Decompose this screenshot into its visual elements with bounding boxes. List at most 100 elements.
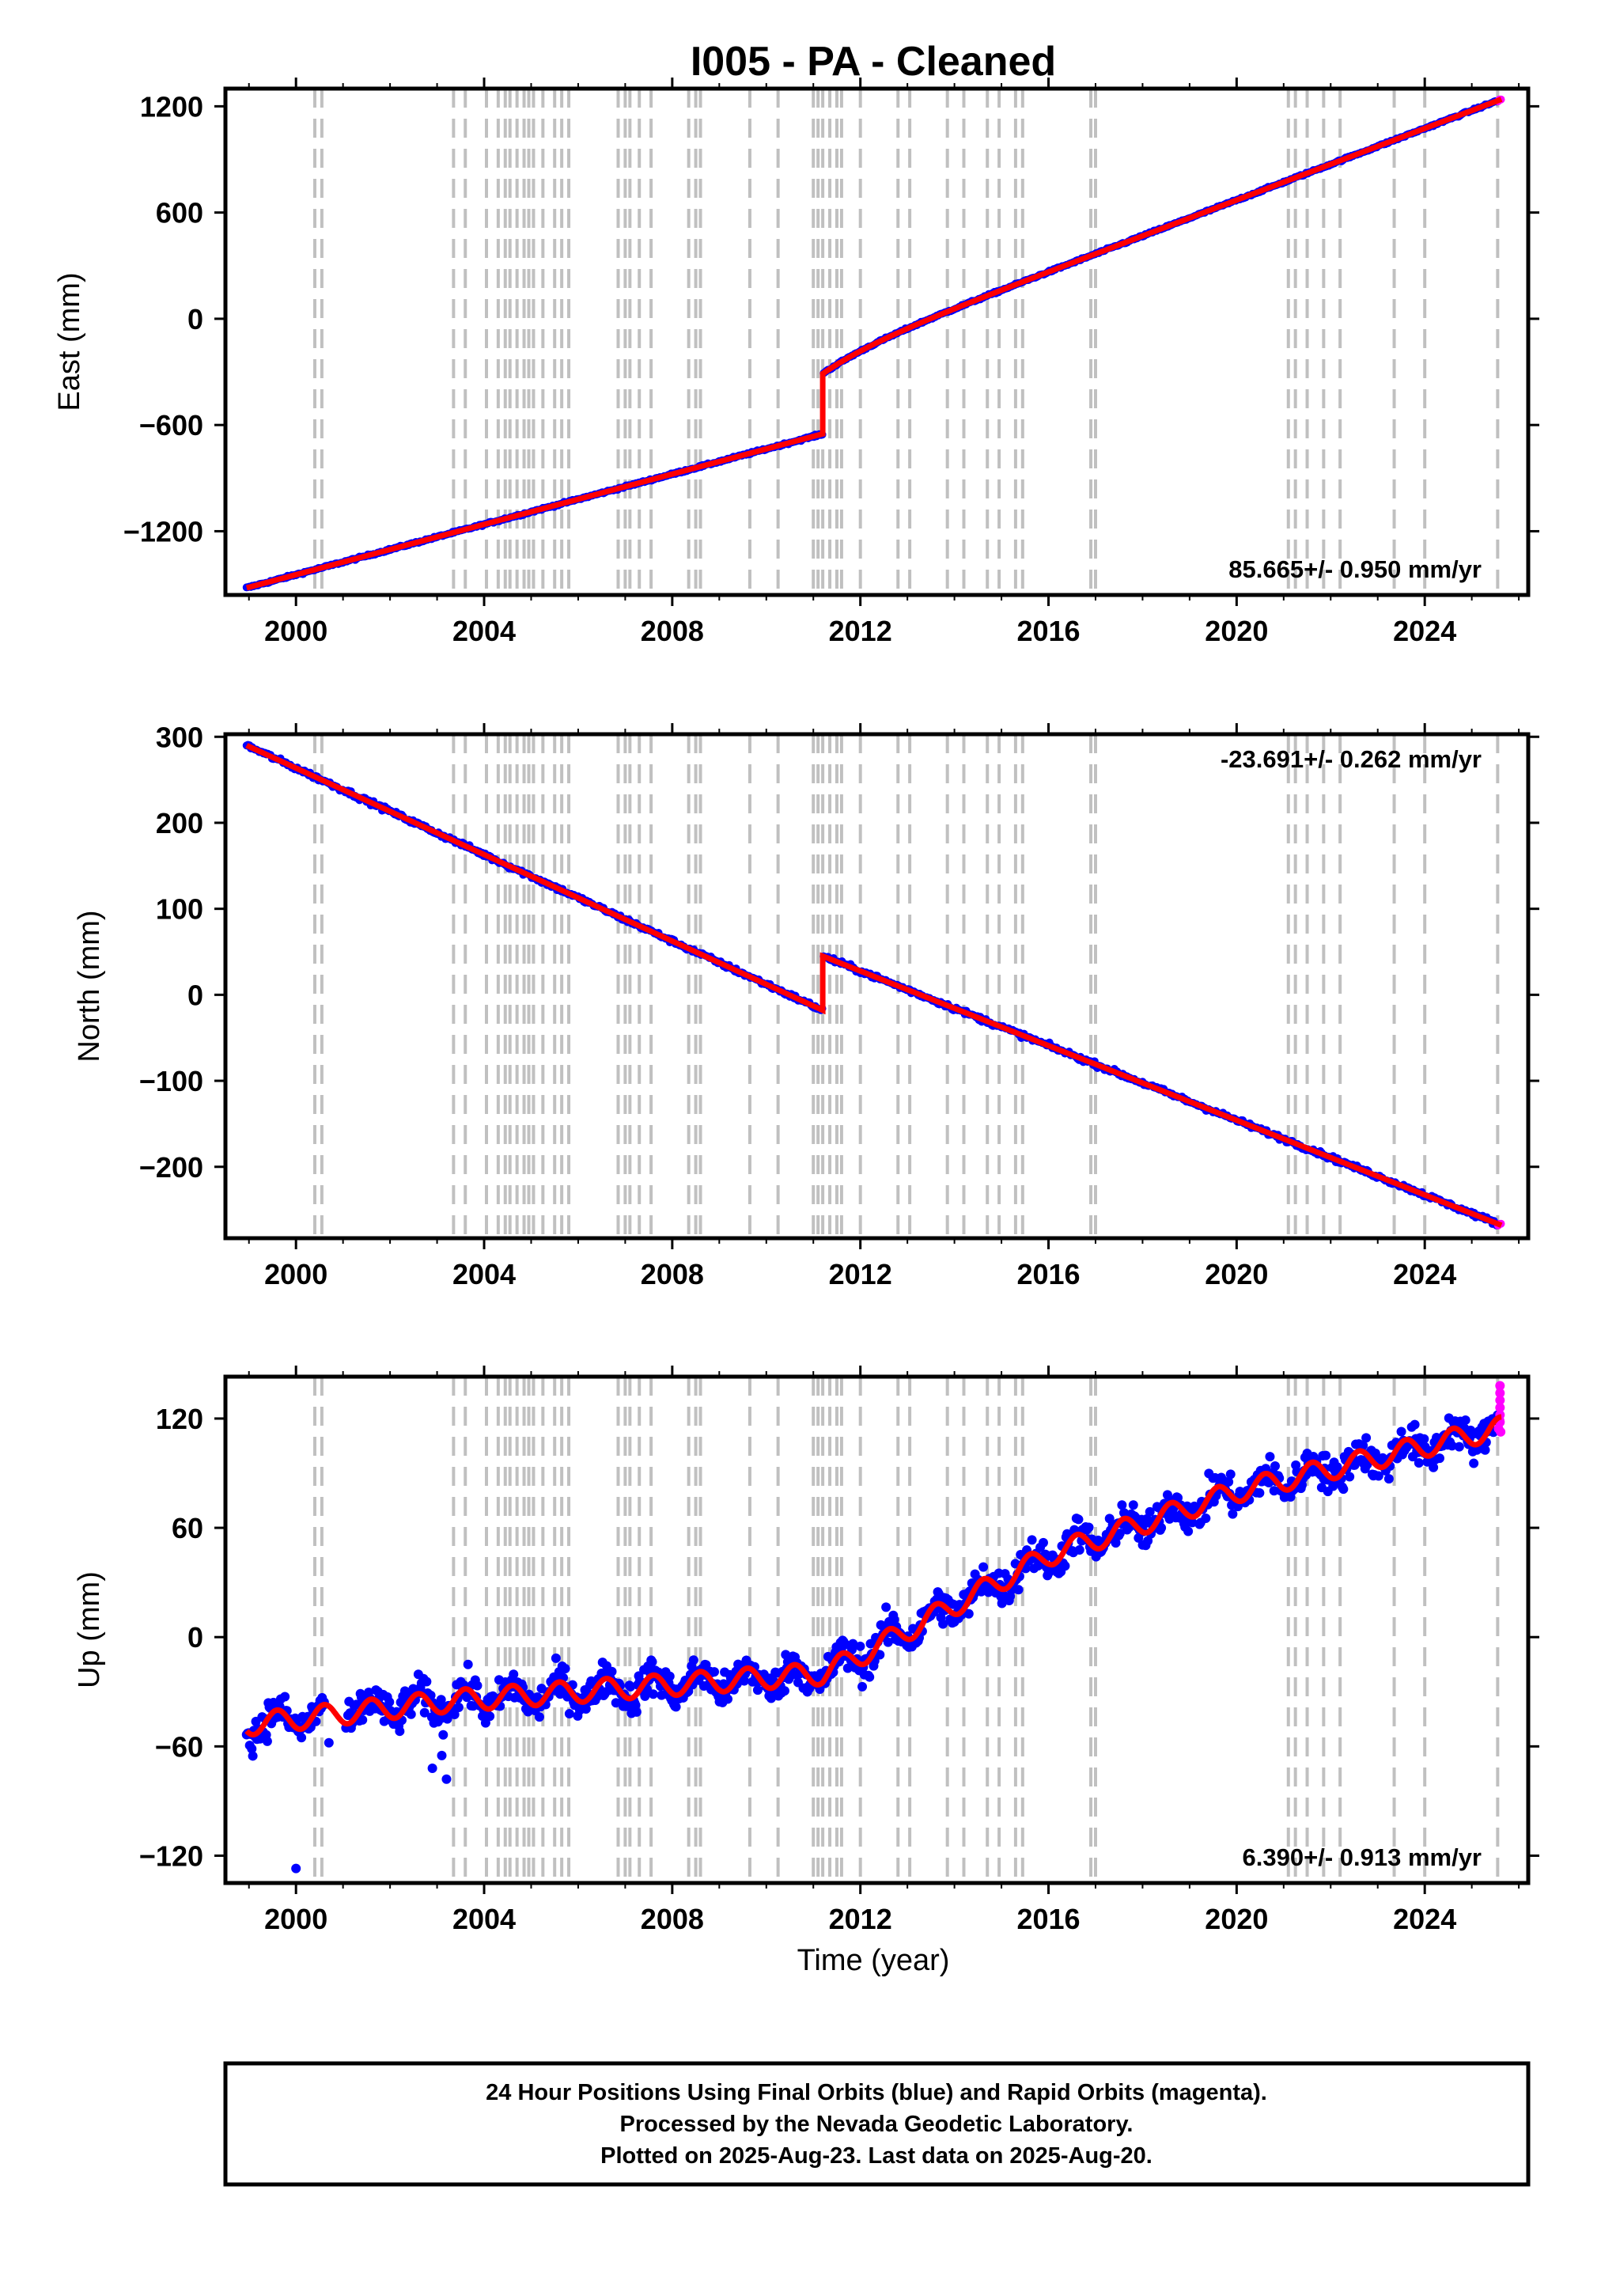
final-orbit-point: [358, 1714, 368, 1725]
rapid-orbit-point: [1495, 1388, 1505, 1398]
final-orbit-point: [1134, 1533, 1144, 1543]
final-orbit-point: [883, 1637, 893, 1647]
final-orbit-point: [1414, 1458, 1424, 1468]
final-orbit-point: [671, 1702, 681, 1712]
x-tick-label: 2004: [452, 1903, 516, 1935]
final-orbit-point: [1187, 1517, 1198, 1528]
y-tick-label: 60: [172, 1512, 203, 1544]
model-fit-line: [245, 743, 1503, 1228]
y-tick-label: 600: [156, 197, 203, 229]
panel-frame: [223, 1374, 1531, 1885]
y-tick-label: 300: [156, 721, 203, 753]
final-orbit-point: [1383, 1474, 1394, 1484]
east-panel: 2000 2004 2008 2012 2016 2020 2024 1200 600 0 −600…: [53, 78, 1539, 647]
x-tick-label: 2000: [264, 1903, 327, 1935]
velocity-label: -23.691+/- 0.262 mm/yr: [1221, 745, 1482, 773]
final-orbit-point: [436, 1695, 446, 1705]
x-tick-label: 2012: [829, 615, 892, 647]
final-orbit-point: [1480, 1445, 1490, 1455]
y-tick-label: −1200: [123, 515, 203, 547]
final-orbit-point: [1321, 1450, 1331, 1461]
final-orbit-point: [1429, 1462, 1439, 1472]
final-orbit-point: [419, 1707, 430, 1718]
x-tick-label: 2016: [1016, 1903, 1080, 1935]
y-tick-label: 200: [156, 807, 203, 839]
equipment-change-lines: [312, 734, 1500, 1238]
x-tick-label: 2016: [1016, 615, 1080, 647]
final-orbit-point: [648, 1689, 658, 1699]
final-orbit-point: [1117, 1500, 1127, 1510]
x-tick-label: 2024: [1393, 615, 1456, 647]
final-orbit-point: [723, 1694, 733, 1704]
final-orbit-point: [781, 1650, 791, 1660]
x-tick-label: 2024: [1393, 1258, 1456, 1290]
final-orbit-point: [664, 1671, 675, 1681]
equipment-change-lines: [312, 1377, 1500, 1883]
final-orbit-point: [442, 1714, 452, 1724]
final-orbit-point: [1060, 1561, 1070, 1571]
final-orbit-point: [1338, 1484, 1349, 1495]
final-orbit-point: [1396, 1426, 1406, 1437]
final-orbit-point: [1345, 1472, 1355, 1482]
final-orbit-point: [1183, 1526, 1194, 1536]
x-tick-label: 2000: [264, 615, 327, 647]
final-orbit-point: [1469, 1458, 1479, 1468]
final-orbit-point: [1410, 1419, 1420, 1430]
final-orbit-point: [978, 1562, 989, 1572]
rapid-orbit-point: [1496, 1426, 1506, 1437]
final-orbit-point: [560, 1664, 570, 1674]
final-orbit-point: [848, 1639, 858, 1649]
final-orbit-point: [1447, 1441, 1457, 1451]
x-axis-label: Time (year): [797, 1944, 950, 1977]
final-orbit-point: [857, 1681, 868, 1692]
final-orbit-point: [1145, 1506, 1155, 1517]
final-orbit-point: [1358, 1441, 1368, 1451]
final-orbit-point: [983, 1587, 994, 1597]
x-tick-label: 2012: [829, 1903, 892, 1935]
x-tick-label: 2000: [264, 1258, 327, 1290]
y-tick-label: −60: [155, 1730, 203, 1763]
rapid-orbit-point: [1495, 1395, 1505, 1405]
final-orbit-point: [1228, 1509, 1238, 1519]
final-orbit-point: [1270, 1461, 1280, 1471]
final-orbit-point: [1013, 1585, 1024, 1595]
y-tick-label: −120: [139, 1839, 203, 1872]
data-points: [241, 1381, 1506, 1874]
y-tick-label: −100: [139, 1065, 203, 1097]
final-orbit-point: [422, 1677, 432, 1687]
footer-line-1: 24 Hour Positions Using Final Orbits (bl…: [486, 2080, 1267, 2105]
final-orbit-point: [1224, 1476, 1234, 1487]
final-orbit-point: [453, 1703, 464, 1713]
y-tick-label: 1200: [140, 90, 203, 123]
x-tick-label: 2004: [452, 615, 516, 647]
up-panel: 2000 2004 2008 2012 2016 2020 2024 120 60 0 −60 −12…: [73, 1366, 1539, 1935]
y-tick-label: 0: [187, 303, 203, 335]
x-tick-label: 2020: [1205, 1903, 1268, 1935]
final-orbit-point: [1261, 1464, 1271, 1474]
rapid-orbit-point: [1495, 1381, 1505, 1391]
footer-line-3: Plotted on 2025-Aug-23. Last data on 202…: [600, 2143, 1152, 2169]
x-tick-label: 2020: [1205, 1258, 1268, 1290]
final-orbit-point: [963, 1608, 974, 1619]
final-orbit-point: [472, 1680, 483, 1691]
x-tick-label: 2012: [829, 1258, 892, 1290]
plot-title: I005 - PA - Cleaned: [691, 39, 1056, 85]
y-tick-label: −200: [139, 1151, 203, 1184]
x-tick-label: 2020: [1205, 615, 1268, 647]
final-orbit-point: [384, 1697, 395, 1707]
x-tick-label: 2004: [452, 1258, 516, 1290]
final-orbit-point: [865, 1672, 875, 1682]
final-orbit-point: [1255, 1488, 1265, 1498]
final-orbit-point: [509, 1669, 519, 1680]
final-orbit-point: [280, 1692, 290, 1702]
velocity-label: 6.390+/- 0.913 mm/yr: [1243, 1843, 1482, 1871]
final-orbit-point: [1084, 1522, 1094, 1533]
final-orbit-point: [855, 1641, 865, 1651]
y-tick-label: 0: [187, 1621, 203, 1654]
final-orbit-point: [1460, 1415, 1470, 1425]
final-orbit-point: [1454, 1442, 1464, 1452]
x-tick-label: 2024: [1393, 1903, 1456, 1935]
final-orbit-point: [1115, 1529, 1125, 1539]
final-orbit-point: [881, 1602, 891, 1612]
